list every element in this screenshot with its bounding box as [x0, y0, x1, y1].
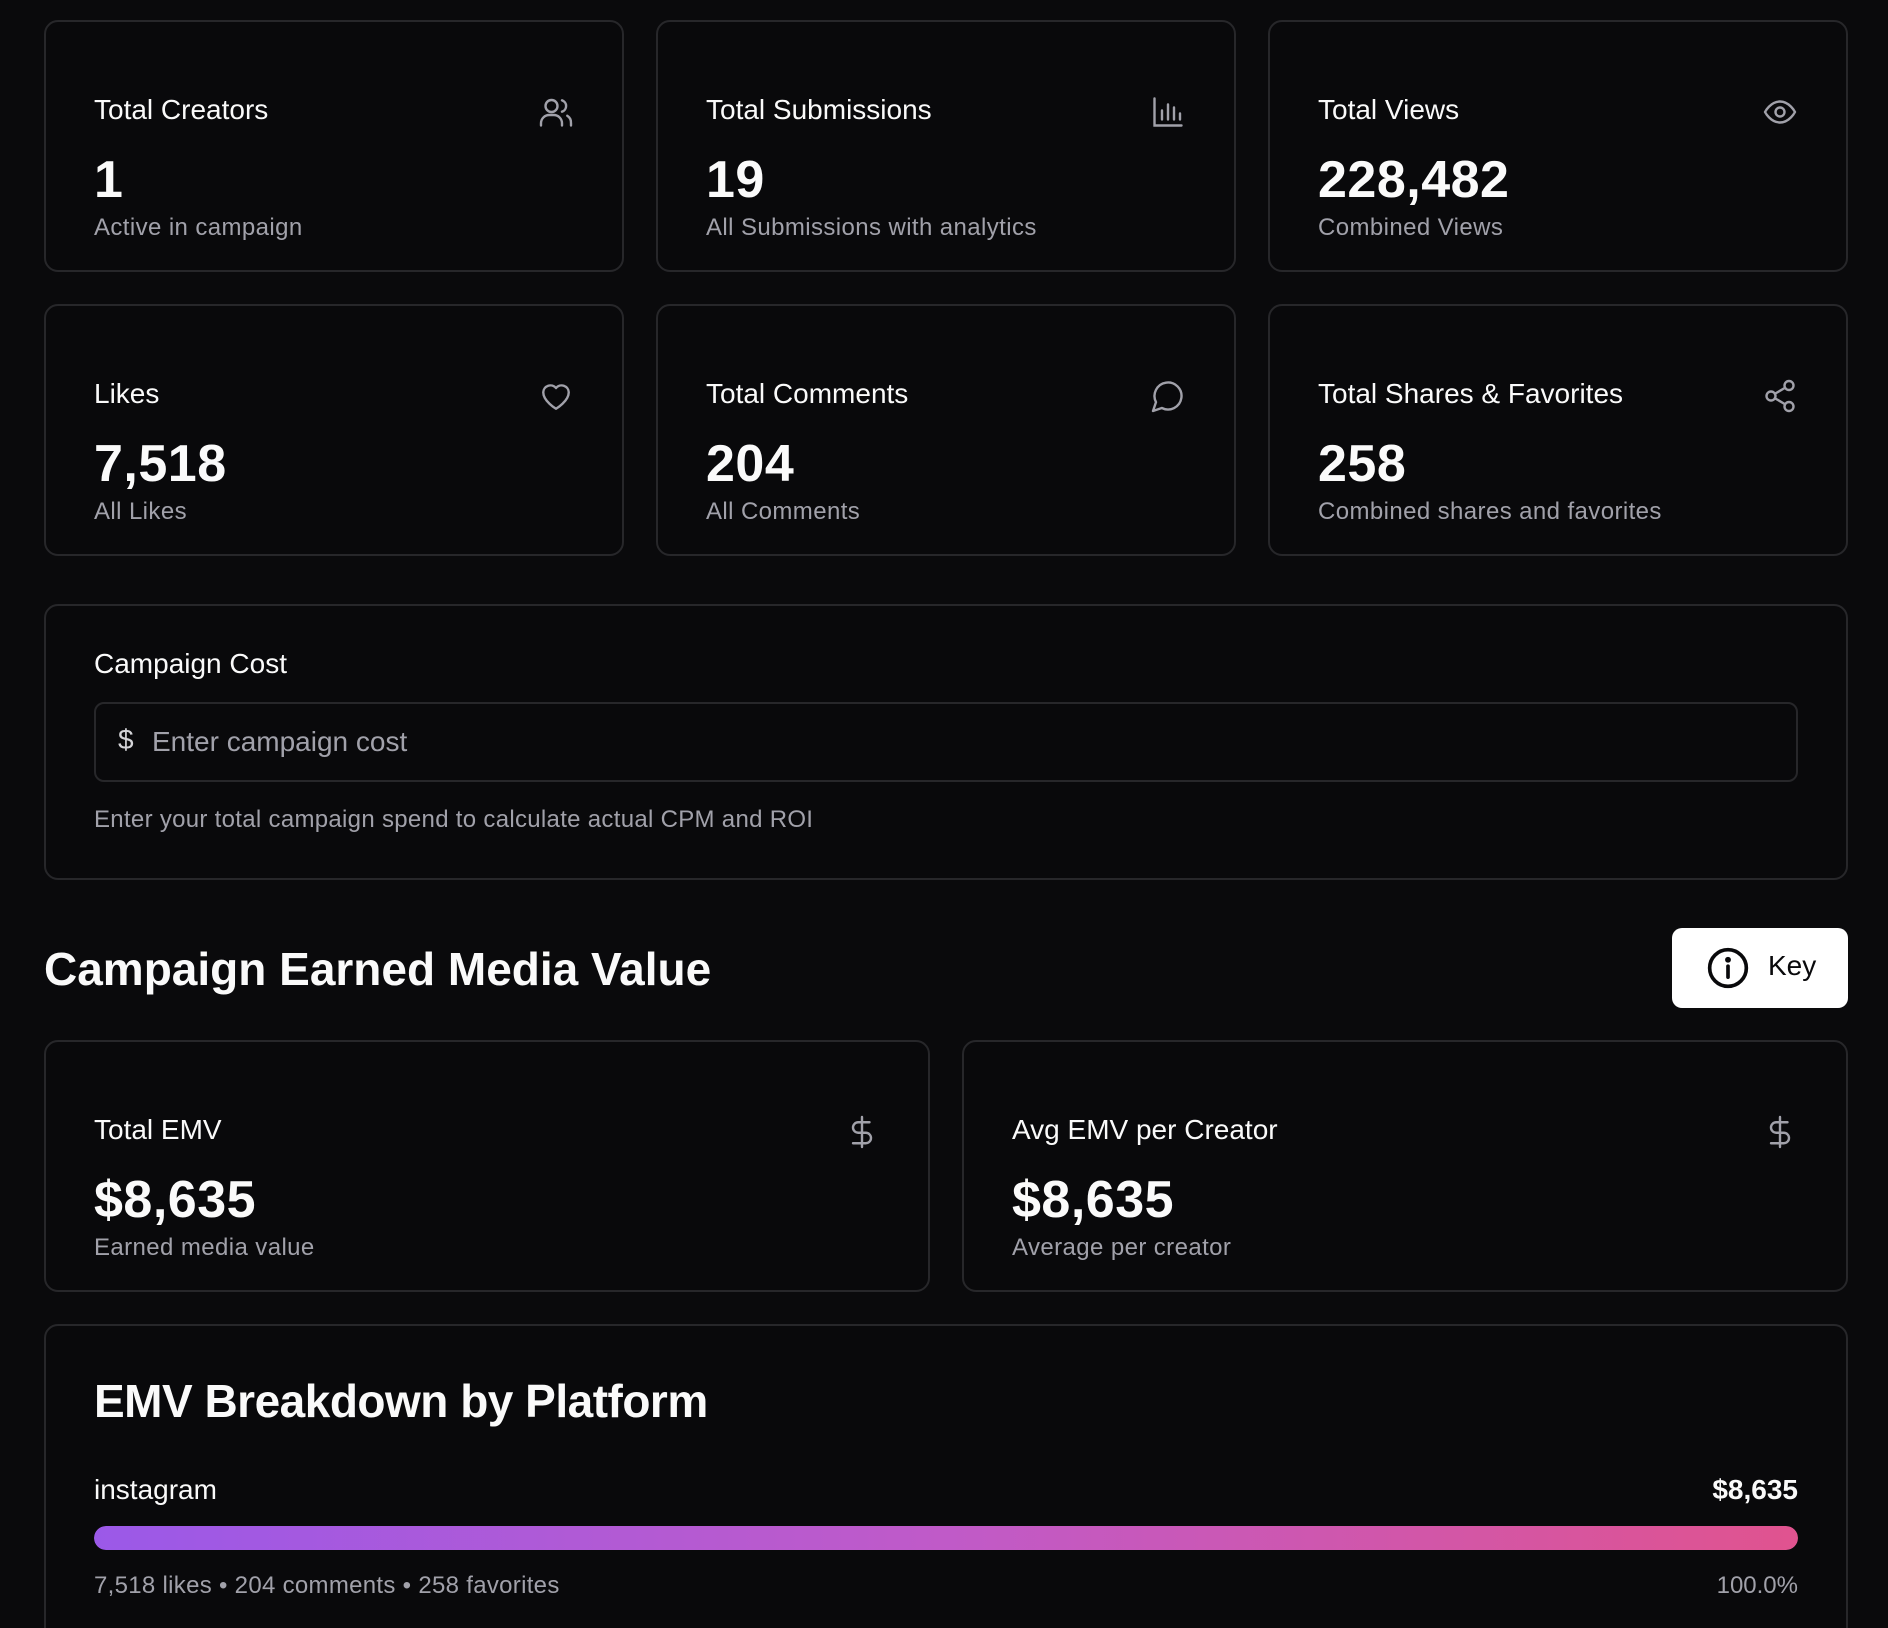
stat-card-total-shares-favorites: Total Shares & Favorites 258 Combined sh… — [1268, 304, 1848, 556]
bar-chart-icon — [1150, 94, 1186, 130]
stat-label: Total Shares & Favorites — [1318, 378, 1624, 409]
campaign-cost-input[interactable] — [152, 704, 1772, 780]
key-button-label: Key — [1768, 950, 1817, 981]
emv-section-title: Campaign Earned Media Value — [44, 943, 712, 995]
total-emv-card: Total EMV $8,635 Earned media value — [44, 1040, 930, 1292]
stat-subtitle: Combined shares and favorites — [1318, 498, 1662, 525]
stat-subtitle: All Comments — [706, 498, 861, 525]
stat-value: 258 — [1318, 435, 1407, 493]
heart-icon — [538, 378, 574, 414]
share-icon — [1762, 378, 1798, 414]
campaign-cost-help-text: Enter your total campaign spend to calcu… — [94, 806, 814, 833]
dollar-icon — [1762, 1114, 1798, 1150]
stat-card-total-submissions: Total Submissions 19 All Submissions wit… — [656, 20, 1236, 272]
emv-breakdown-title: EMV Breakdown by Platform — [94, 1375, 708, 1427]
dollar-icon — [844, 1114, 880, 1150]
stat-value: $8,635 — [1012, 1171, 1175, 1229]
stat-card-total-comments: Total Comments 204 All Comments — [656, 304, 1236, 556]
stat-value: 19 — [706, 151, 765, 209]
campaign-cost-title: Campaign Cost — [94, 648, 287, 679]
stat-card-total-views: Total Views 228,482 Combined Views — [1268, 20, 1848, 272]
users-icon — [538, 94, 574, 130]
stat-card-likes: Likes 7,518 All Likes — [44, 304, 624, 556]
stat-subtitle: Combined Views — [1318, 214, 1504, 241]
stat-value: 1 — [94, 151, 124, 209]
stat-value: 7,518 — [94, 435, 227, 493]
platform-progress-bar — [94, 1526, 1798, 1550]
stat-card-total-creators: Total Creators 1 Active in campaign — [44, 20, 624, 272]
avg-emv-per-creator-card: Avg EMV per Creator $8,635 Average per c… — [962, 1040, 1848, 1292]
stat-label: Total Submissions — [706, 94, 932, 125]
stat-label: Total EMV — [94, 1114, 222, 1145]
stat-subtitle: All Submissions with analytics — [706, 214, 1037, 241]
campaign-cost-field[interactable]: $ — [94, 702, 1798, 782]
dollar-icon: $ — [118, 724, 134, 755]
campaign-cost-card: Campaign Cost $ Enter your total campaig… — [44, 604, 1848, 880]
stat-label: Total Views — [1318, 94, 1460, 125]
stat-value: 228,482 — [1318, 151, 1510, 209]
stat-subtitle: Average per creator — [1012, 1234, 1232, 1261]
platform-name: instagram — [94, 1474, 217, 1505]
stat-label: Total Comments — [706, 378, 909, 409]
platform-emv-value: $8,635 — [1712, 1474, 1798, 1505]
stat-subtitle: Earned media value — [94, 1234, 315, 1261]
stat-subtitle: All Likes — [94, 498, 187, 525]
platform-progress-fill — [94, 1526, 1798, 1550]
key-button[interactable]: Key — [1672, 928, 1848, 1008]
stat-label: Likes — [94, 378, 160, 409]
emv-breakdown-card: EMV Breakdown by Platform instagram $8,6… — [44, 1324, 1848, 1628]
stat-value: $8,635 — [94, 1171, 257, 1229]
stat-subtitle: Active in campaign — [94, 214, 303, 241]
stat-label: Total Creators — [94, 94, 269, 125]
info-icon — [1706, 946, 1750, 990]
platform-percent: 100.0% — [1716, 1572, 1798, 1599]
stat-value: 204 — [706, 435, 795, 493]
eye-icon — [1762, 94, 1798, 130]
stat-label: Avg EMV per Creator — [1012, 1114, 1278, 1145]
comment-icon — [1150, 378, 1186, 414]
platform-engagement-stats: 7,518 likes • 204 comments • 258 favorit… — [94, 1572, 560, 1599]
